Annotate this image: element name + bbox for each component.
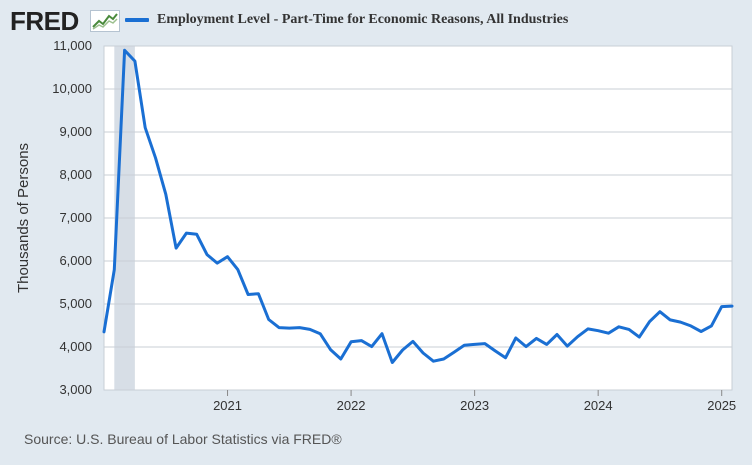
y-tick-label: 3,000 <box>59 382 92 397</box>
series-line <box>102 48 734 364</box>
y-tick-label: 10,000 <box>52 81 92 96</box>
fred-logo-text: FRED <box>10 6 79 36</box>
y-tick-label: 5,000 <box>59 296 92 311</box>
fred-logo[interactable]: FRED <box>10 6 120 38</box>
x-tick-label: 2024 <box>584 398 613 413</box>
x-axis-ticks: 2021 2022 2023 2024 2025 <box>213 390 736 413</box>
legend-label: Employment Level - Part-Time for Economi… <box>157 12 569 27</box>
gridlines <box>103 45 733 391</box>
y-tick-label: 11,000 <box>53 38 92 53</box>
x-tick-label: 2022 <box>337 398 366 413</box>
y-tick-label: 7,000 <box>59 210 92 225</box>
plot-border <box>103 45 733 391</box>
y-tick-label: 4,000 <box>59 339 92 354</box>
y-axis-title: Thousands of Persons <box>15 143 32 293</box>
y-tick-label: 8,000 <box>59 167 92 182</box>
legend-swatch <box>125 18 149 22</box>
fred-logo-chart-icon <box>90 10 120 32</box>
x-tick-label: 2023 <box>460 398 489 413</box>
y-axis-ticks: 3,000 4,000 5,000 6,000 7,000 8,000 9,000 10,00… <box>52 38 92 397</box>
chart-legend: Employment Level - Part-Time for Economi… <box>125 12 568 28</box>
line-chart: 3,000 4,000 5,000 6,000 7,000 8,000 9,000 10,00… <box>15 38 736 413</box>
y-tick-label: 9,000 <box>59 124 92 139</box>
y-tick-label: 6,000 <box>59 253 92 268</box>
x-tick-label: 2021 <box>213 398 242 413</box>
source-note: Source: U.S. Bureau of Labor Statistics … <box>24 431 342 447</box>
x-tick-label: 2025 <box>707 398 736 413</box>
